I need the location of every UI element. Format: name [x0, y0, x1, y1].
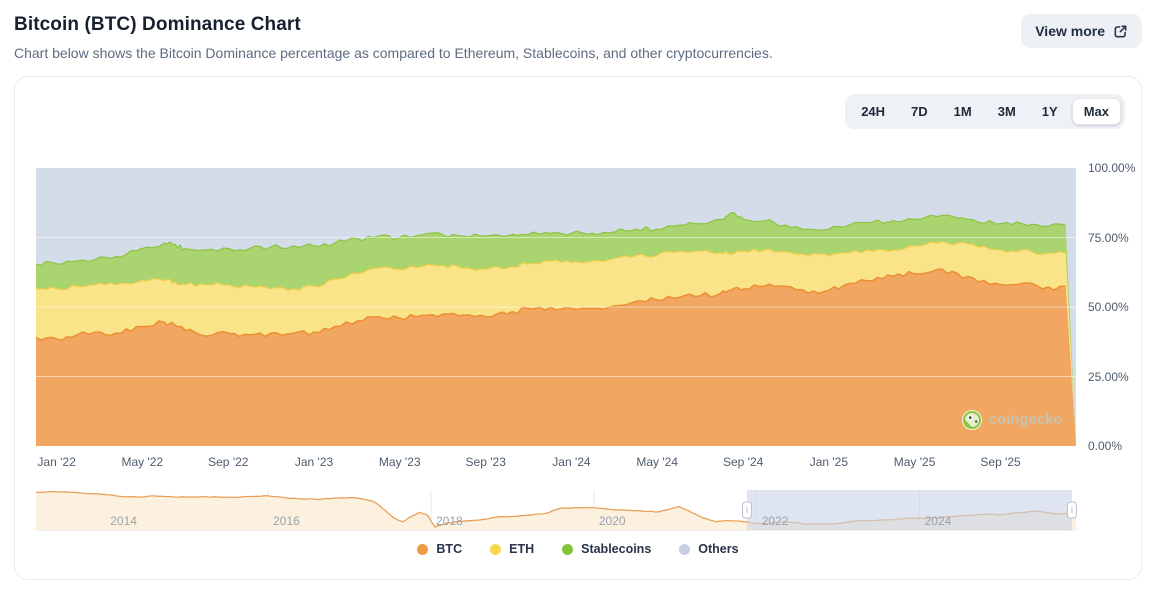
legend-item-eth[interactable]: ETH	[490, 542, 534, 556]
y-axis-label: 25.00%	[1088, 369, 1129, 384]
legend-dot-icon	[562, 543, 574, 555]
view-more-label: View more	[1035, 23, 1105, 39]
legend-dot-icon	[417, 543, 429, 555]
btc-area	[36, 269, 1076, 446]
range-button-24h[interactable]: 24H	[849, 98, 897, 125]
external-link-icon	[1113, 24, 1128, 39]
x-axis-label: Sep '22	[208, 455, 249, 469]
y-axis-label: 0.00%	[1088, 439, 1123, 453]
page-title-block: Bitcoin (BTC) Dominance Chart Chart belo…	[14, 14, 773, 61]
y-axis-label: 50.00%	[1088, 300, 1129, 314]
navigator-year-label: 2022	[761, 514, 789, 528]
x-axis-label: Jan '24	[552, 455, 591, 469]
page-subtitle: Chart below shows the Bitcoin Dominance …	[14, 45, 773, 61]
range-button-max[interactable]: Max	[1071, 98, 1121, 125]
navigator-year-label: 2018	[435, 514, 463, 528]
navigator-year-label: 2014	[110, 514, 137, 528]
legend-item-others[interactable]: Others	[679, 542, 739, 556]
x-axis-label: Jan '22	[37, 455, 76, 469]
chart-card: 24H 7D 1M 3M 1Y Max 100.00% 75.00% 50.00% 25.00%…	[14, 76, 1142, 580]
legend-dot-icon	[679, 543, 691, 555]
x-axis-label: Sep '23	[465, 455, 506, 469]
legend-dot-icon	[490, 543, 502, 555]
range-button-1y[interactable]: 1Y	[1030, 98, 1070, 125]
legend-label: BTC	[436, 542, 463, 556]
range-switcher: 24H 7D 1M 3M 1Y Max	[845, 94, 1125, 129]
legend-label: Stablecoins	[581, 542, 652, 556]
x-axis-label: May '24	[636, 455, 678, 469]
x-axis-label: Jan '25	[809, 455, 849, 469]
page-header: Bitcoin (BTC) Dominance Chart Chart belo…	[14, 14, 1142, 61]
legend: BTC ETH Stablecoins Others	[15, 542, 1141, 556]
range-button-7d[interactable]: 7D	[899, 98, 940, 125]
range-button-3m[interactable]: 3M	[986, 98, 1028, 125]
x-axis-label: Sep '25	[980, 455, 1021, 469]
watermark-label: coingecko	[989, 412, 1063, 428]
y-axis-label: 100.00%	[1088, 161, 1136, 175]
x-axis-label: May '22	[121, 455, 164, 469]
page-title: Bitcoin (BTC) Dominance Chart	[14, 14, 301, 35]
coingecko-logo: coingecko	[962, 410, 1063, 430]
view-more-button[interactable]: View more	[1021, 14, 1142, 48]
navigator-year-label: 2020	[598, 514, 626, 528]
gecko-icon	[962, 410, 982, 430]
legend-item-btc[interactable]: BTC	[417, 542, 462, 556]
legend-label: ETH	[509, 542, 535, 556]
legend-label: Others	[698, 542, 739, 556]
navigator-area	[36, 491, 1076, 530]
legend-item-stablecoins[interactable]: Stablecoins	[562, 542, 651, 556]
x-axis-label: May '23	[378, 455, 421, 469]
range-button-1m[interactable]: 1M	[942, 98, 984, 125]
stablecoins-line	[35, 211, 1066, 267]
dominance-chart[interactable]	[15, 77, 1143, 581]
x-axis-label: May '25	[893, 455, 936, 469]
y-axis-label: 75.00%	[1088, 230, 1129, 245]
navigator-year-label: 2024	[924, 514, 952, 528]
x-axis-label: Jan '23	[294, 455, 334, 469]
navigator-selection[interactable]	[746, 490, 1072, 530]
x-axis-label: Sep '24	[722, 455, 764, 469]
navigator-year-label: 2016	[273, 514, 300, 528]
eth-line	[35, 240, 1066, 291]
